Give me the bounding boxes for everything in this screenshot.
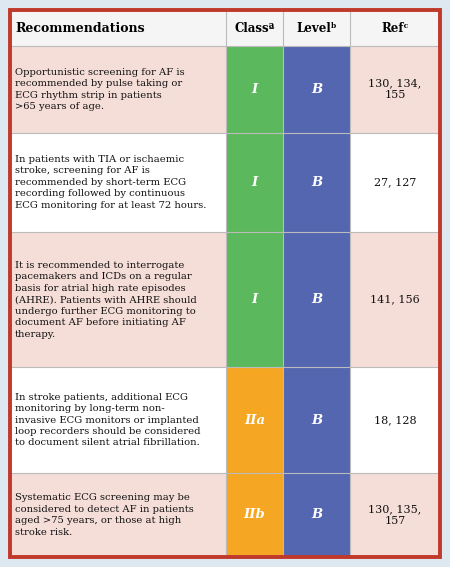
Bar (284, 367, 350, 473)
Bar (284, 473, 350, 557)
Text: 18, 128: 18, 128 (374, 415, 416, 425)
Text: 130, 134,
155: 130, 134, 155 (369, 79, 422, 100)
Text: In patients with TIA or ischaemic
stroke, screening for AF is
recommended by sho: In patients with TIA or ischaemic stroke… (15, 155, 207, 210)
Bar (10, 133, 440, 232)
Text: B: B (311, 83, 323, 96)
Text: IIa: IIa (244, 413, 265, 426)
Text: Opportunistic screening for AF is
recommended by pulse taking or
ECG rhythm stri: Opportunistic screening for AF is recomm… (15, 68, 184, 111)
Bar (226, 232, 284, 367)
Text: Refᶜ: Refᶜ (381, 22, 409, 35)
Text: B: B (311, 293, 323, 306)
Bar (10, 232, 440, 367)
Bar (10, 367, 440, 473)
Bar (284, 232, 350, 367)
Bar (226, 46, 284, 133)
Text: 130, 135,
157: 130, 135, 157 (369, 504, 422, 526)
Bar (284, 133, 350, 232)
Text: It is recommended to interrogate
pacemakers and ICDs on a regular
basis for atri: It is recommended to interrogate pacemak… (15, 261, 197, 338)
Text: B: B (311, 509, 323, 522)
Bar (10, 46, 440, 133)
Text: B: B (311, 413, 323, 426)
Text: I: I (252, 176, 258, 189)
Bar (284, 46, 350, 133)
Bar (226, 473, 284, 557)
Text: B: B (311, 176, 323, 189)
Text: Classª: Classª (234, 22, 275, 35)
Bar (226, 367, 284, 473)
Text: I: I (252, 293, 258, 306)
Bar (226, 133, 284, 232)
Text: 27, 127: 27, 127 (374, 177, 416, 188)
Text: Systematic ECG screening may be
considered to detect AF in patients
aged >75 yea: Systematic ECG screening may be consider… (15, 493, 194, 536)
Text: I: I (252, 83, 258, 96)
Bar (10, 473, 440, 557)
Text: In stroke patients, additional ECG
monitoring by long-term non-
invasive ECG mon: In stroke patients, additional ECG monit… (15, 393, 201, 447)
Text: Recommendations: Recommendations (15, 22, 144, 35)
Text: Levelᵇ: Levelᵇ (297, 22, 337, 35)
Text: IIb: IIb (244, 509, 266, 522)
Bar (10, 10, 440, 46)
Text: 141, 156: 141, 156 (370, 295, 420, 304)
